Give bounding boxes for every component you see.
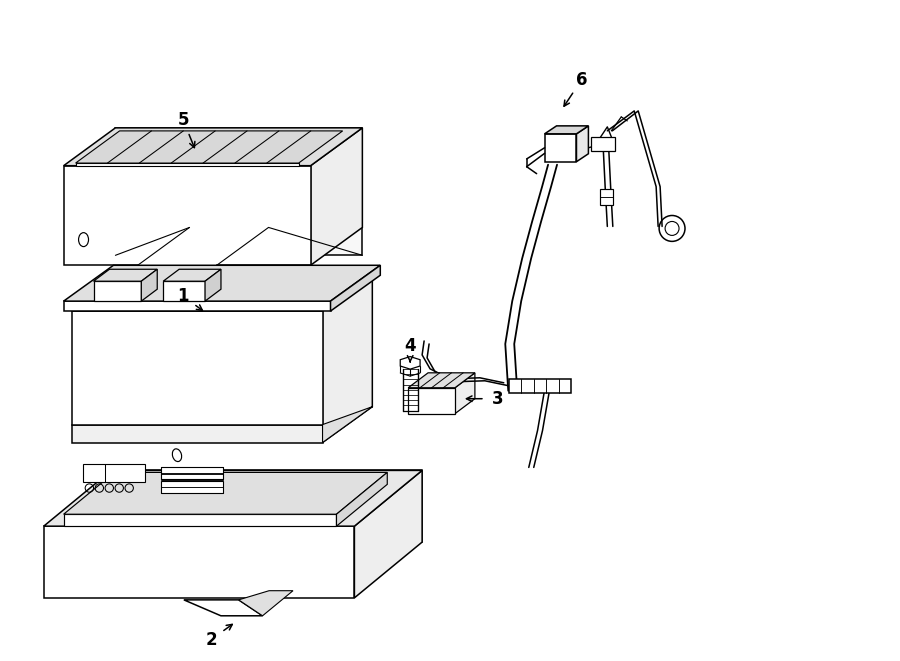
Polygon shape: [112, 471, 422, 542]
Polygon shape: [64, 128, 363, 166]
Polygon shape: [355, 471, 422, 598]
Polygon shape: [72, 311, 322, 424]
Polygon shape: [600, 188, 613, 204]
Polygon shape: [64, 265, 381, 301]
Polygon shape: [44, 526, 355, 598]
Polygon shape: [577, 126, 589, 162]
Text: 6: 6: [576, 71, 587, 89]
Text: 2: 2: [205, 631, 217, 648]
Polygon shape: [163, 281, 205, 301]
Polygon shape: [205, 269, 221, 301]
Polygon shape: [64, 166, 310, 293]
Polygon shape: [238, 591, 293, 616]
Text: 4: 4: [404, 337, 416, 355]
Text: 1: 1: [177, 287, 189, 305]
Polygon shape: [409, 373, 475, 388]
Polygon shape: [64, 301, 330, 311]
Polygon shape: [72, 275, 373, 311]
Polygon shape: [122, 275, 373, 407]
Polygon shape: [161, 481, 223, 493]
Polygon shape: [72, 424, 322, 442]
Polygon shape: [163, 269, 221, 281]
Polygon shape: [76, 131, 343, 163]
Polygon shape: [455, 373, 475, 414]
Text: 3: 3: [492, 390, 504, 408]
Polygon shape: [84, 464, 145, 482]
Polygon shape: [76, 163, 299, 166]
Polygon shape: [161, 467, 223, 479]
Polygon shape: [544, 134, 577, 162]
Polygon shape: [544, 126, 589, 134]
Polygon shape: [400, 356, 420, 369]
Polygon shape: [322, 275, 373, 442]
Polygon shape: [330, 265, 381, 311]
Polygon shape: [508, 379, 572, 393]
Polygon shape: [94, 269, 158, 281]
Polygon shape: [64, 473, 387, 514]
Polygon shape: [337, 473, 387, 526]
Polygon shape: [94, 281, 141, 301]
Polygon shape: [322, 407, 373, 442]
Polygon shape: [115, 128, 363, 255]
Polygon shape: [591, 137, 616, 151]
Polygon shape: [64, 514, 337, 526]
Polygon shape: [141, 269, 158, 301]
Polygon shape: [409, 388, 455, 414]
Polygon shape: [184, 600, 263, 616]
Text: 5: 5: [177, 111, 189, 129]
Polygon shape: [44, 471, 422, 526]
Polygon shape: [310, 128, 363, 265]
